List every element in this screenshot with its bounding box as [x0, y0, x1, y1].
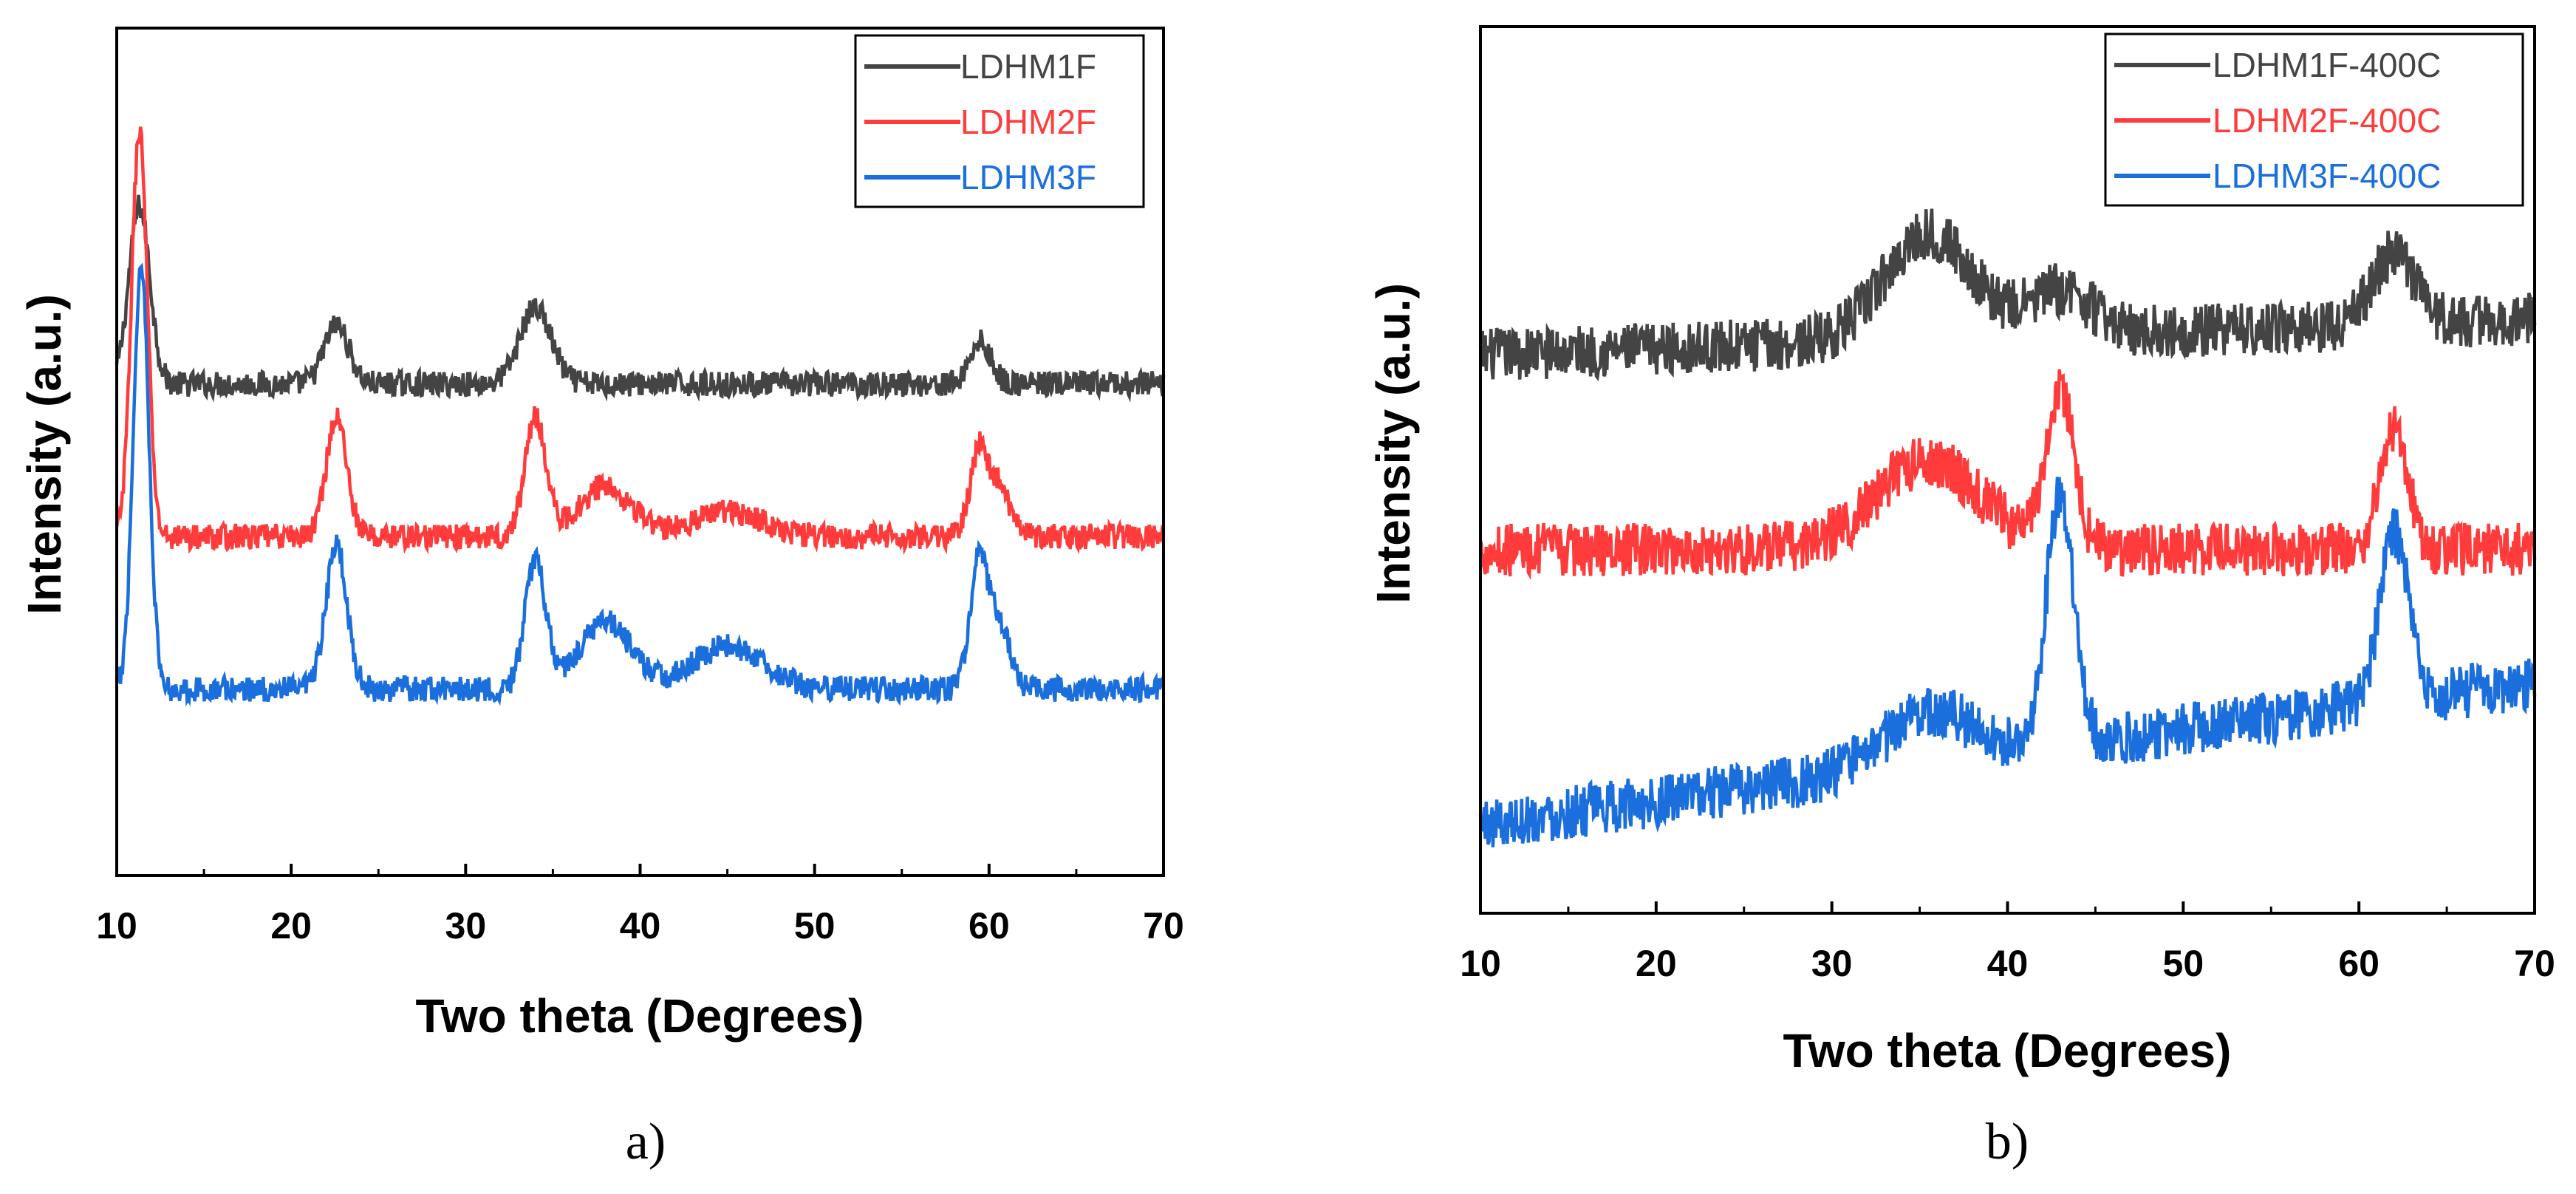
x-tick-label-20: 20	[270, 905, 312, 946]
legend-label-LDHM3F: LDHM3F	[960, 158, 1096, 197]
x-tick-label-10: 10	[1460, 943, 1501, 984]
x-tick-label-30: 30	[445, 905, 487, 946]
x-tick-label-60: 60	[968, 905, 1010, 946]
legend-label-LDHM2F-400C: LDHM2F-400C	[2213, 101, 2441, 140]
panel-b-caption: b)	[1986, 1113, 2029, 1170]
legend-label-LDHM1F-400C: LDHM1F-400C	[2213, 46, 2441, 84]
panel-a-ylabel: Intensity (a.u.)	[18, 294, 71, 615]
panel-a-xlabel: Two theta (Degrees)	[416, 989, 864, 1043]
panel-a-legend: LDHM1F LDHM2F LDHM3F	[854, 34, 1145, 208]
panel-b-series-layer	[1478, 208, 2537, 847]
series-line-LDHM2F	[115, 126, 1166, 556]
series-line-LDHM1F-400C	[1478, 208, 2537, 382]
x-tick-label-20: 20	[1636, 943, 1677, 984]
x-tick-label-10: 10	[96, 905, 137, 946]
panel-a-caption: a)	[626, 1113, 666, 1170]
legend-label-LDHM1F: LDHM1F	[960, 47, 1096, 86]
panel-a-series-layer	[115, 126, 1166, 707]
x-tick-label-50: 50	[2163, 943, 2204, 984]
panel-a-x-ticks: 10 20 30 40 50 60 70	[96, 864, 1184, 946]
panel-a: Intensity (a.u.) 10 20 30 40 50 60 70 LDHM1FLD…	[18, 27, 1184, 1170]
x-tick-label-40: 40	[1987, 943, 2029, 984]
panel-b-xlabel: Two theta (Degrees)	[1783, 1024, 2232, 1077]
x-tick-label-70: 70	[2514, 943, 2555, 984]
series-line-LDHM3F-400C	[1478, 477, 2537, 847]
x-tick-label-40: 40	[620, 905, 661, 946]
series-line-LDHM1F	[115, 194, 1166, 403]
x-tick-label-50: 50	[794, 905, 836, 946]
x-tick-label-70: 70	[1143, 905, 1184, 946]
panel-b-ylabel: Intensity (a.u.)	[1367, 283, 1420, 604]
x-tick-label-60: 60	[2338, 943, 2379, 984]
series-line-LDHM3F	[116, 262, 1166, 707]
legend-label-LDHM3F-400C: LDHM3F-400C	[2213, 157, 2441, 195]
legend-label-LDHM2F: LDHM2F	[960, 103, 1096, 141]
panel-b-legend: LDHM1F-400C LDHM2F-400C LDHM3F-400C	[2104, 33, 2524, 207]
panel-b-x-ticks: 10 20 30 40 50 60 70	[1460, 901, 2555, 984]
panel-b: Intensity (a.u.) 10 20 30 40 50 60 70 LDHM1F-4…	[1367, 25, 2555, 1170]
x-tick-label-30: 30	[1811, 943, 1853, 984]
series-line-LDHM2F-400C	[1478, 369, 2537, 581]
